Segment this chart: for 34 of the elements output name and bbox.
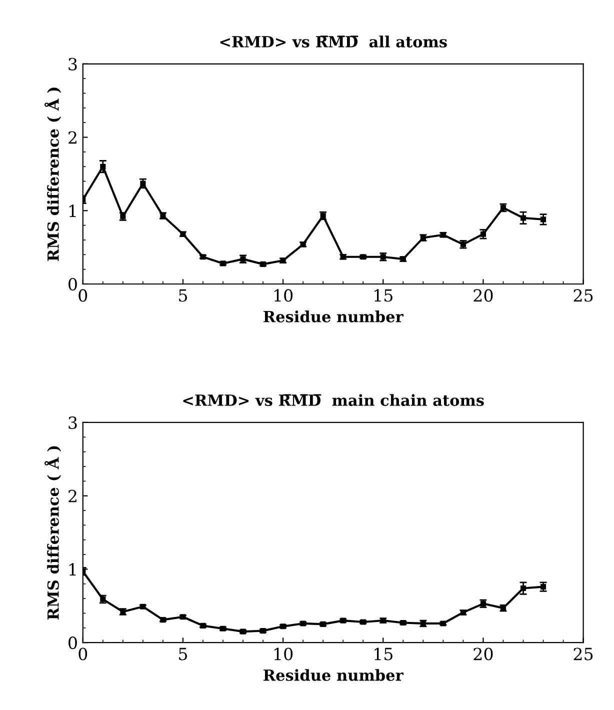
point bbox=[480, 231, 486, 237]
x-tick-label: 10 bbox=[274, 648, 293, 660]
y-tick-label: 2 bbox=[68, 131, 76, 144]
x-tick-label: 0 bbox=[78, 648, 88, 660]
x-tick-label: 25 bbox=[574, 289, 593, 302]
y-tick-label: 3 bbox=[68, 416, 77, 430]
y-tick-label: 1 bbox=[69, 563, 76, 576]
x-tick-label: 15 bbox=[374, 648, 392, 660]
point bbox=[540, 584, 546, 590]
y-tick-label: 2 bbox=[68, 490, 76, 502]
x-tick-label: 0 bbox=[78, 289, 88, 302]
point bbox=[520, 585, 526, 592]
point bbox=[500, 204, 506, 210]
x-tick-label: 25 bbox=[574, 648, 593, 660]
x-tick-label: 20 bbox=[474, 289, 493, 302]
chart-title: <RMD> vs R̅M̅D̅ all atoms bbox=[220, 36, 447, 48]
x-tick-label: 15 bbox=[374, 289, 392, 302]
point bbox=[480, 600, 486, 606]
y-tick-label: 1 bbox=[69, 204, 76, 217]
y-axis-title: RMS difference ( Å ) bbox=[44, 88, 62, 261]
chart-title: <RMD> vs R̅M̅D̅ main chain atoms bbox=[183, 394, 484, 406]
x-tick-label: 5 bbox=[179, 289, 187, 302]
x-axis-title: Residue number bbox=[264, 669, 404, 681]
point bbox=[100, 164, 106, 170]
x-axis-title: Residue number bbox=[264, 310, 404, 322]
x-tick-label: 5 bbox=[179, 648, 187, 660]
x-tick-label: 10 bbox=[274, 289, 293, 302]
point bbox=[540, 216, 546, 222]
y-tick-label: 0 bbox=[68, 278, 77, 291]
y-tick-label: 0 bbox=[68, 636, 77, 650]
y-axis-title: RMS difference ( Å ) bbox=[44, 446, 62, 620]
x-tick-label: 20 bbox=[474, 648, 493, 660]
y-tick-label: 3 bbox=[68, 58, 77, 70]
point bbox=[520, 215, 526, 221]
